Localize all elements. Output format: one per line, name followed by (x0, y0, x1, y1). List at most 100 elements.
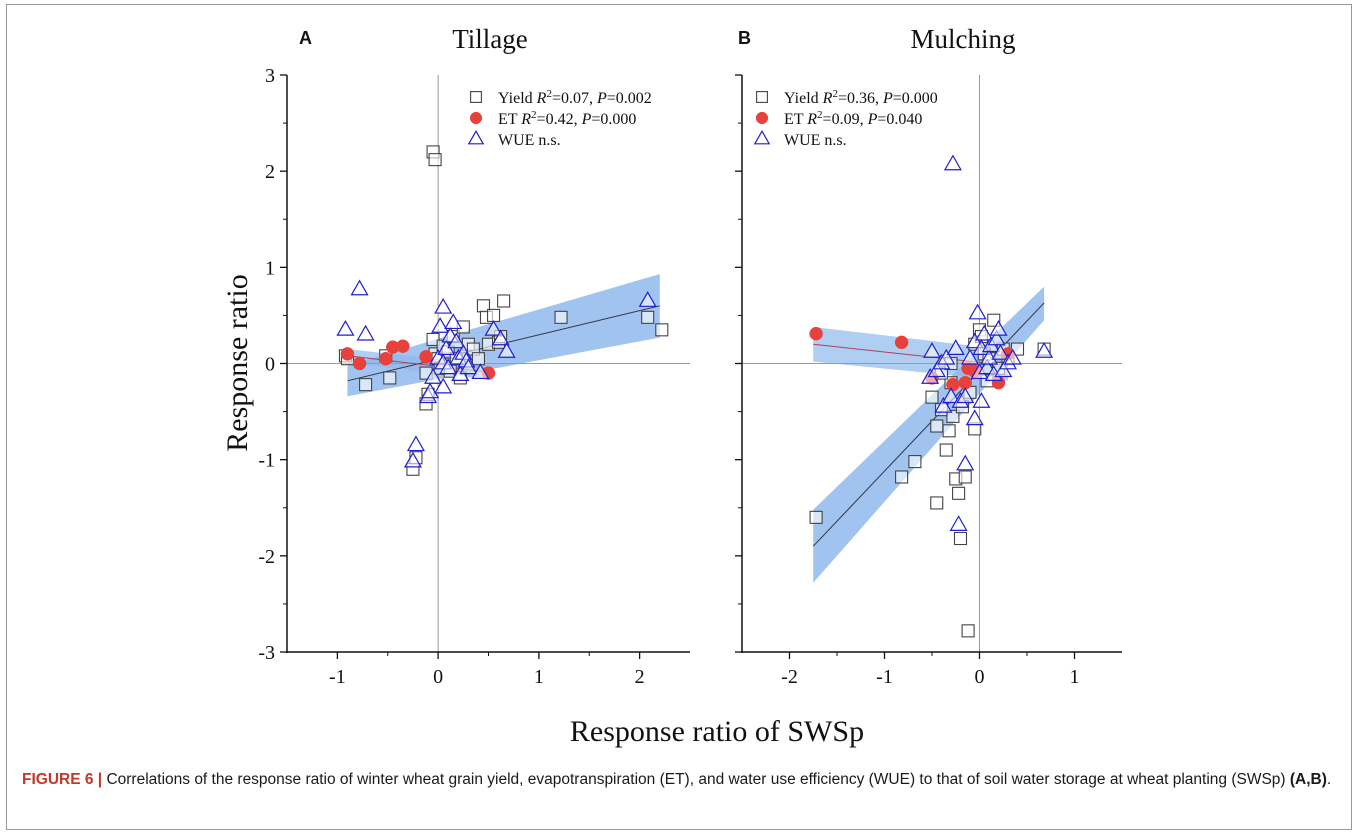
panel-title: Tillage (452, 24, 528, 54)
et-point (809, 326, 823, 341)
wue-point (753, 129, 771, 145)
confidence-band-et (813, 326, 1008, 381)
series-et (340, 339, 496, 380)
wue-point (975, 324, 994, 341)
wue-point (336, 319, 355, 336)
wue-point (497, 342, 516, 358)
x-tick-label: -1 (329, 666, 346, 688)
wue-point (994, 361, 1013, 378)
series-wue (921, 154, 1054, 531)
caption-ref: (A,B) (1289, 771, 1327, 788)
panel-letter: B (738, 28, 751, 48)
panel-b: B Mulching -2 -1 0 1 Yield R2=0.36, P=0.000 ET … (735, 24, 1122, 688)
et-point (946, 377, 960, 392)
x-tick-label: 0 (975, 666, 985, 688)
wue-point (946, 339, 965, 355)
y-tick-label: 2 (265, 161, 275, 183)
yield-point (641, 310, 655, 324)
y-tick-label: 1 (265, 257, 275, 279)
yield-point (428, 153, 442, 167)
et-point (419, 350, 433, 364)
et-point (469, 111, 483, 125)
yield-point (809, 510, 823, 524)
y-axis-label: Response ratio (221, 274, 254, 451)
wue-point (956, 454, 975, 471)
wue-point (471, 363, 490, 380)
x-axis-label: Response ratio of SWSp (570, 715, 864, 748)
yield-point (925, 390, 939, 404)
yield-point (756, 91, 768, 103)
legend-label: WUE n.s. (498, 132, 561, 149)
caption-text: Correlations of the response ratio of wi… (102, 771, 1290, 788)
et-point (352, 356, 367, 371)
wue-point (972, 392, 991, 408)
yield-point (961, 624, 975, 638)
yield-point (655, 323, 669, 337)
yield-point (952, 486, 966, 500)
x-tick-label: 0 (433, 666, 443, 688)
wue-point (960, 348, 980, 365)
wue-point (989, 319, 1008, 336)
yield-point (470, 91, 482, 103)
wue-point (937, 348, 956, 365)
y-tick-label: 0 (265, 354, 275, 376)
y-tick-label: -1 (258, 450, 275, 472)
wue-point (1035, 342, 1054, 358)
yield-point (953, 531, 968, 546)
wue-point (638, 291, 657, 307)
legend-label: Yield R2=0.36, P=0.000 (784, 88, 938, 107)
x-tick-label: 1 (1070, 666, 1080, 688)
wue-point (968, 303, 987, 320)
legend-item-et: ET R2=0.42, P=0.000 (469, 109, 636, 128)
et-point (378, 351, 393, 366)
x-tick-label: 1 (534, 666, 544, 688)
x-tick-label: -2 (781, 666, 798, 688)
yield-point (930, 496, 944, 510)
panel-title: Mulching (911, 24, 1016, 54)
wue-point (447, 332, 466, 349)
wue-point (350, 279, 369, 296)
legend-item-yield: Yield R2=0.07, P=0.002 (470, 88, 652, 107)
series-wue (336, 279, 657, 468)
legend-label: ET R2=0.09, P=0.040 (784, 109, 922, 128)
x-tick-label: 2 (635, 666, 645, 688)
legend-label: WUE n.s. (784, 132, 847, 149)
wue-point (434, 377, 453, 394)
wue-point (956, 387, 975, 404)
wue-point (421, 382, 440, 399)
wue-point (922, 342, 942, 358)
wue-point (949, 515, 968, 531)
yield-point (497, 294, 511, 308)
y-tick-label: -3 (258, 642, 275, 664)
wue-point (444, 313, 463, 330)
legend-item-et: ET R2=0.09, P=0.040 (755, 109, 922, 128)
yield-point (939, 443, 953, 457)
yield-point (958, 470, 972, 484)
wue-point (943, 154, 962, 171)
wue-point (356, 324, 375, 341)
yield-point (554, 310, 568, 324)
confidence-band-yield (813, 286, 1045, 583)
wue-point (934, 396, 953, 413)
panel-a: A Tillage -3 -2 -1 0 1 2 3 -1 0 1 2 Yield R2=0.07, P=… (258, 24, 690, 688)
yield-point (426, 332, 440, 347)
wue-point (927, 361, 946, 378)
yield-point (946, 409, 960, 423)
caption-end: . (1326, 771, 1332, 788)
figure-frame (6, 4, 1352, 830)
wue-point (965, 409, 984, 426)
et-point (396, 339, 410, 353)
wue-point (434, 297, 453, 314)
yield-point (486, 308, 501, 322)
wue-point (459, 358, 478, 375)
yield-point (471, 352, 485, 366)
x-tick-label: -1 (876, 666, 893, 688)
legend-label: ET R2=0.42, P=0.000 (498, 109, 636, 128)
wue-point (491, 329, 510, 346)
yield-point (359, 378, 373, 392)
caption-label: FIGURE 6 | (22, 771, 103, 788)
et-point (340, 347, 355, 361)
wue-point (941, 387, 961, 404)
panel-letter: A (299, 28, 312, 48)
